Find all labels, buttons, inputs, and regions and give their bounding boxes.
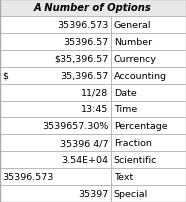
Text: General: General [114,21,151,30]
Text: Date: Date [114,88,136,97]
Bar [111,50,186,67]
Text: $35,396.57: $35,396.57 [54,54,109,63]
Text: 35397: 35397 [78,189,109,198]
Bar [111,168,186,185]
Text: Time: Time [114,105,137,114]
Bar [0,101,111,118]
Bar [111,118,186,135]
Bar [0,84,111,101]
Bar [111,185,186,202]
Text: 35396.573: 35396.573 [57,21,109,30]
Text: Accounting: Accounting [114,71,167,80]
Bar [0,50,111,67]
Text: 11/28: 11/28 [81,88,109,97]
Text: 13:45: 13:45 [81,105,109,114]
Bar [0,185,111,202]
Bar [0,34,111,50]
Text: 35396.573: 35396.573 [2,172,53,181]
Bar [0,135,111,152]
Text: Number: Number [114,38,152,47]
Text: Scientific: Scientific [114,155,157,164]
Bar [0,17,111,34]
Text: Currency: Currency [114,54,157,63]
Text: Fraction: Fraction [114,139,152,148]
Text: Text: Text [114,172,133,181]
Bar [111,84,186,101]
Text: 35396 4/7: 35396 4/7 [60,139,109,148]
Text: 3539657.30%: 3539657.30% [42,122,109,131]
Text: A Number of Options: A Number of Options [34,3,152,13]
Bar [111,135,186,152]
Bar [111,101,186,118]
Bar [0,0,186,17]
Text: $: $ [2,71,8,80]
Bar [111,17,186,34]
Bar [0,152,111,168]
Text: Percentage: Percentage [114,122,167,131]
Bar [0,67,111,84]
Text: 35396.57: 35396.57 [63,38,109,47]
Bar [0,168,111,185]
Bar [111,34,186,50]
Text: 3.54E+04: 3.54E+04 [62,155,109,164]
Bar [0,118,111,135]
Text: Special: Special [114,189,148,198]
Text: 35,396.57: 35,396.57 [60,71,109,80]
Bar [111,152,186,168]
Bar [111,67,186,84]
